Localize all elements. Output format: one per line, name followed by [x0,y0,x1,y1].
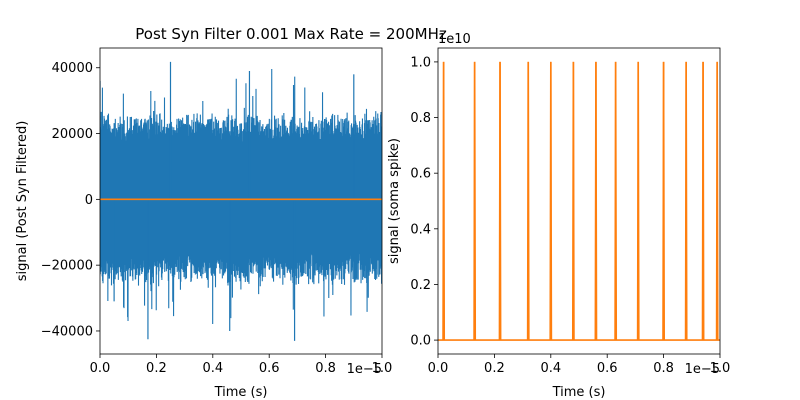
y-tick-label: −20000 [41,259,93,274]
y-tick-label: −40000 [41,324,93,339]
x-tick-label: 1.0 [710,361,731,376]
y-tick-label: 0.4 [410,222,431,237]
y-tick-label: 40000 [52,61,93,76]
left-plot: 0.0 0.2 0.4 0.6 0.8 1.0 −40000 −20000 0 20000 4000… [15,25,447,400]
axes-frame [437,47,721,355]
x-tick-label: 0.0 [428,361,449,376]
x-tick-label: 0.4 [202,361,223,376]
y-axis-label: signal (Post Syn Filtered) [15,121,30,282]
y-tick-label: 0.0 [410,334,431,349]
x-scale-label: 1e−5 [685,362,720,377]
x-tick-label: 0.8 [315,361,336,376]
x-tick-label: 0.2 [484,361,505,376]
x-tick-label: 0.4 [540,361,561,376]
axes-frame [99,47,383,355]
x-tick-label: 0.6 [259,361,280,376]
noise-series [100,61,382,341]
x-axis-label: Time (s) [214,385,268,400]
x-tick-label: 0.8 [653,361,674,376]
y-tick-label: 0.8 [410,111,431,126]
y-tick-label: 0.6 [410,167,431,182]
y-tick-label: 20000 [52,127,93,142]
y-scale-label: 1e10 [438,32,471,47]
x-axis-label: Time (s) [552,385,606,400]
right-plot: 0.0 0.2 0.4 0.6 0.8 1.0 0.0 0.2 0.4 0.6 0.8 1.0 Time… [387,32,730,400]
x-scale-label: 1e−5 [347,362,382,377]
y-tick-label: 1.0 [410,55,431,70]
noise-trace [100,68,382,324]
x-tick-label: 0.2 [146,361,167,376]
spike-series-line [438,61,720,341]
y-tick-label: 0 [85,193,93,208]
y-axis-label: signal (soma spike) [387,138,402,264]
y-tick-label: 0.2 [410,278,431,293]
chart-title: Post Syn Filter 0.001 Max Rate = 200MHz [135,25,447,43]
x-tick-label: 0.0 [90,361,111,376]
x-tick-label: 0.6 [597,361,618,376]
x-tick-label: 1.0 [372,361,393,376]
